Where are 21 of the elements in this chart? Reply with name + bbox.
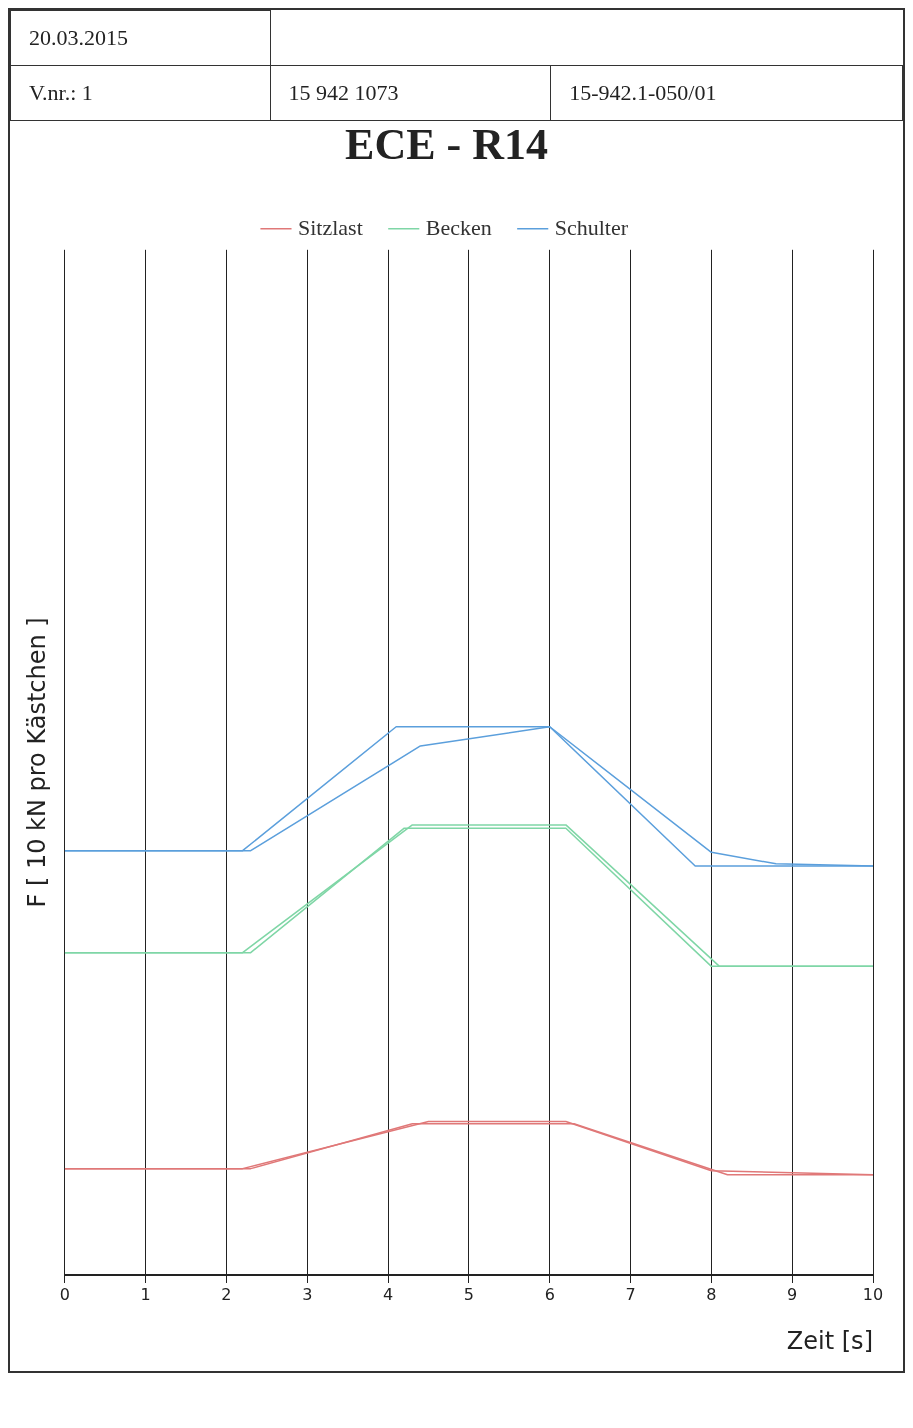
legend-label: Becken [425, 214, 492, 240]
text: 15 942 1073 [270, 65, 551, 121]
x-tick-label: 5 [463, 1284, 474, 1304]
x-tick-label: 6 [544, 1284, 555, 1304]
y-axis-title: F [ 10 kN pro Kästchen ] [22, 617, 51, 908]
text: V.nr.: 1 [10, 65, 271, 121]
x-tick-label: 10 [862, 1284, 884, 1304]
x-tick-label: 2 [221, 1284, 232, 1304]
x-tick-label: 3 [302, 1284, 313, 1304]
legend-label: Schulter [554, 214, 629, 240]
x-tick-label: 4 [382, 1284, 394, 1304]
x-tick-label: 1 [140, 1284, 151, 1304]
x-tick-label: 7 [625, 1284, 636, 1304]
x-tick-label: 8 [706, 1284, 717, 1304]
x-tick-label: 9 [787, 1284, 798, 1304]
chart-title: ECE - R14 [345, 119, 548, 169]
text: 20.03.2015 [10, 10, 271, 66]
legend-label: Sitzlast [297, 214, 363, 240]
x-tick-label: 0 [59, 1284, 70, 1304]
x-axis-title: Zeit [s] [786, 1326, 873, 1355]
text: 15-942.1-050/01 [550, 65, 903, 121]
